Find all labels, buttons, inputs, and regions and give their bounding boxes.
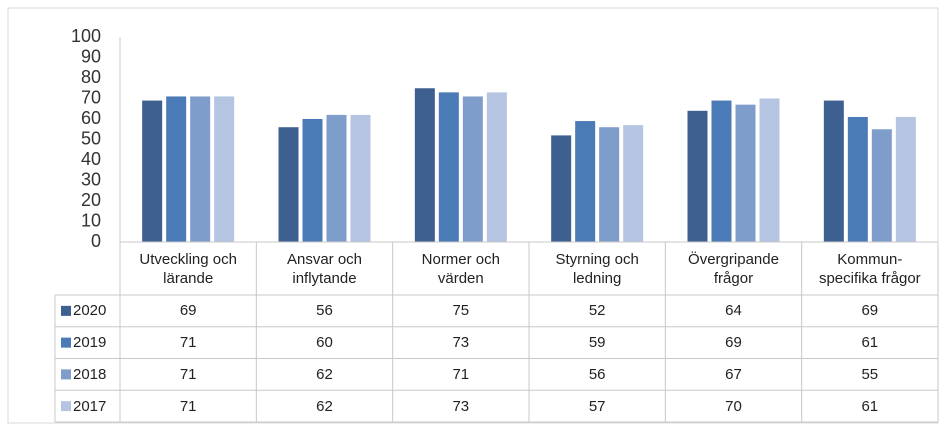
x-tick-label: Styrning och ledning bbox=[555, 250, 639, 287]
data-label: 59 bbox=[588, 334, 606, 352]
legend-swatch bbox=[61, 369, 71, 380]
bar bbox=[302, 119, 323, 242]
bar bbox=[414, 88, 435, 242]
bar bbox=[462, 96, 483, 242]
legend-label: 2017 bbox=[73, 397, 107, 415]
legend-swatch bbox=[61, 337, 71, 348]
data-label: 61 bbox=[861, 397, 879, 415]
y-tick-label: 80 bbox=[81, 67, 101, 87]
legend-swatch bbox=[61, 401, 71, 412]
x-tick-label: Utveckling och lärande bbox=[139, 250, 237, 287]
data-label: 75 bbox=[452, 302, 470, 320]
data-label: 73 bbox=[452, 334, 470, 352]
y-tick-label: 100 bbox=[71, 26, 101, 46]
data-label: 69 bbox=[861, 302, 879, 320]
data-label: 71 bbox=[452, 365, 470, 383]
data-label: 57 bbox=[588, 397, 606, 415]
data-label: 62 bbox=[316, 397, 333, 415]
bar bbox=[871, 129, 892, 242]
bar bbox=[190, 96, 211, 242]
bar bbox=[166, 96, 187, 242]
x-tick-label: Övergripande frågor bbox=[688, 250, 779, 287]
data-label: 71 bbox=[179, 397, 197, 415]
bar bbox=[895, 116, 916, 242]
y-tick-label: 90 bbox=[81, 46, 101, 66]
data-label: 61 bbox=[861, 334, 879, 352]
bar bbox=[551, 135, 572, 242]
bar bbox=[847, 116, 868, 242]
x-tick-label: Kommun- specifika frågor bbox=[818, 250, 921, 287]
bar bbox=[326, 114, 347, 242]
data-label: 60 bbox=[316, 334, 333, 352]
y-tick-label: 20 bbox=[81, 190, 101, 210]
bar bbox=[214, 96, 235, 242]
y-tick-label: 50 bbox=[81, 128, 101, 148]
data-label: 71 bbox=[179, 365, 197, 383]
data-label: 71 bbox=[179, 334, 197, 352]
x-tick-label: Ansvar och inflytande bbox=[286, 250, 363, 287]
y-tick-label: 40 bbox=[81, 149, 101, 169]
y-tick-label: 0 bbox=[91, 231, 101, 251]
data-label: 70 bbox=[725, 397, 742, 415]
data-label: 69 bbox=[725, 334, 742, 352]
y-tick-label: 60 bbox=[81, 108, 101, 128]
data-label: 56 bbox=[316, 302, 333, 320]
legend-label: 2018 bbox=[73, 365, 107, 383]
bar bbox=[823, 100, 844, 242]
y-tick-label: 30 bbox=[81, 169, 101, 189]
bar bbox=[711, 100, 732, 242]
legend-swatch bbox=[61, 305, 71, 316]
data-label: 56 bbox=[588, 365, 606, 383]
data-label: 73 bbox=[452, 397, 470, 415]
bar bbox=[623, 125, 644, 242]
frame bbox=[7, 7, 939, 424]
bar bbox=[575, 121, 596, 242]
data-label: 52 bbox=[588, 302, 606, 320]
bar bbox=[735, 104, 756, 243]
bar bbox=[599, 127, 620, 242]
data-label: 67 bbox=[725, 365, 742, 383]
y-tick-label: 70 bbox=[81, 87, 101, 107]
data-label: 64 bbox=[725, 302, 742, 320]
bar bbox=[278, 127, 299, 242]
bar bbox=[486, 92, 507, 242]
legend-label: 2020 bbox=[73, 302, 107, 320]
data-label: 62 bbox=[316, 365, 333, 383]
bar bbox=[142, 100, 163, 242]
bar bbox=[687, 110, 708, 242]
bar bbox=[438, 92, 459, 242]
bar bbox=[350, 114, 371, 242]
x-tick-label: Normer och värden bbox=[421, 250, 500, 287]
data-label: 55 bbox=[861, 365, 879, 383]
data-label: 69 bbox=[179, 302, 197, 320]
legend-label: 2019 bbox=[73, 334, 107, 352]
bar bbox=[759, 98, 780, 242]
y-tick-label: 10 bbox=[81, 210, 101, 230]
